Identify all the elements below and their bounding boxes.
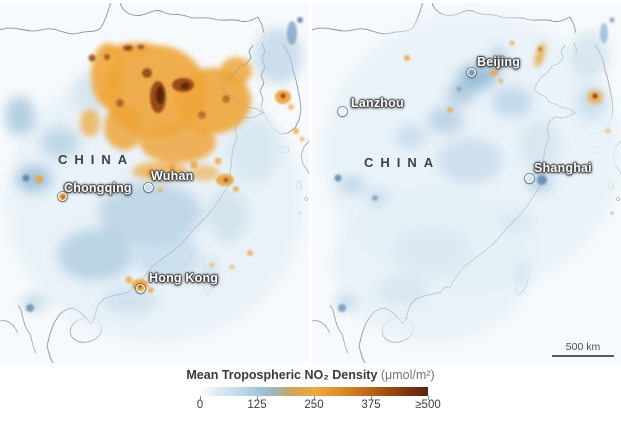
map-art-left [0, 3, 309, 363]
city-label: Beijing [477, 55, 521, 69]
legend-tick-mark [371, 396, 372, 400]
legend-title-text: Mean Tropospheric NO₂ Density [186, 368, 378, 382]
legend-tick-mark [314, 396, 315, 400]
city-label: Chongqing [64, 181, 132, 195]
legend-tick-mark [200, 396, 201, 400]
map-panel-right: CHINA Lanzhou Beijing Shanghai 500 km [312, 3, 621, 363]
country-label-left: CHINA [58, 152, 135, 167]
map-art-right [312, 3, 621, 363]
city-label: Shanghai [534, 161, 592, 175]
scale-bar-line [552, 355, 614, 357]
no2-hotspots [22, 17, 305, 312]
scale-bar: 500 km [552, 341, 614, 357]
city-label: Hong Kong [149, 271, 219, 285]
legend-unit-text: (μmol/m²) [380, 368, 435, 382]
legend-tick-label: ≥500 [415, 399, 441, 411]
city-marker-icon [58, 192, 67, 201]
legend: Mean Tropospheric NO₂ Density (μmol/m²) … [0, 365, 621, 425]
scale-bar-label: 500 km [565, 341, 601, 353]
map-panel-left: CHINA Chongqing Wuhan Hong Kong [0, 3, 309, 363]
legend-tick-label: 375 [361, 399, 381, 411]
city-label: Wuhan [151, 169, 194, 183]
no2-hotspots [334, 17, 615, 312]
city-label: Lanzhou [351, 96, 404, 110]
city-marker-icon [144, 183, 153, 192]
legend-tick-label: 250 [304, 399, 324, 411]
city-marker-icon [525, 174, 534, 183]
city-marker-icon [136, 284, 145, 293]
legend-tick-mark [428, 396, 429, 400]
city-marker-icon [467, 68, 476, 77]
legend-title: Mean Tropospheric NO₂ Density (μmol/m²) [0, 368, 621, 382]
country-label-right: CHINA [364, 155, 441, 170]
legend-tick-mark [257, 396, 258, 400]
city-marker-icon [338, 107, 347, 116]
legend-tick-label: 125 [247, 399, 267, 411]
legend-gradient-bar [200, 387, 428, 396]
legend-tick-label: 0 [196, 399, 204, 411]
